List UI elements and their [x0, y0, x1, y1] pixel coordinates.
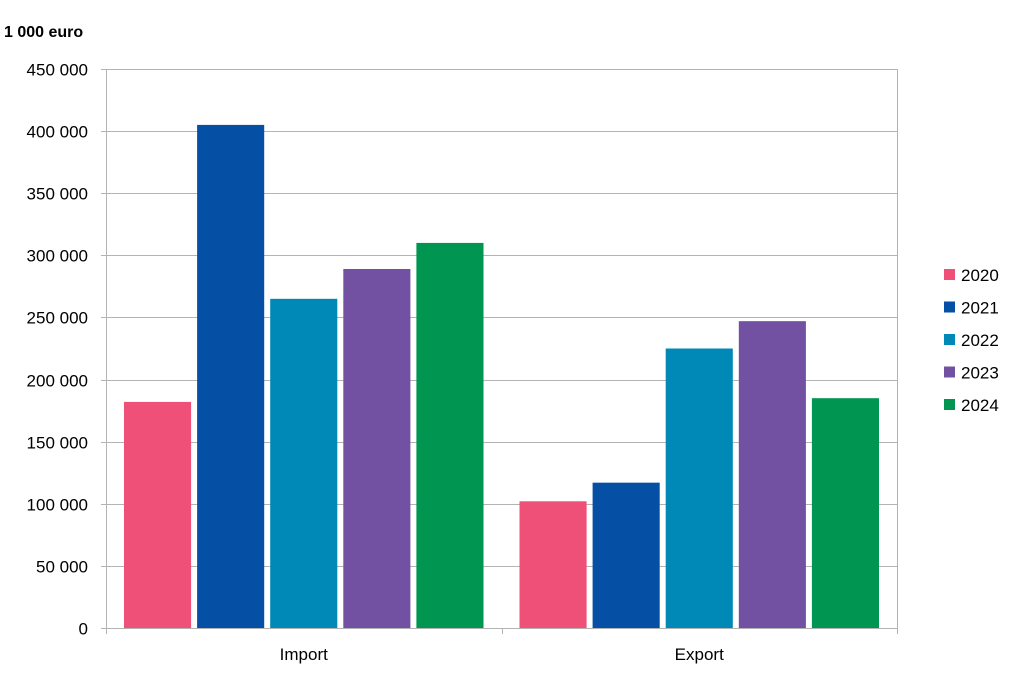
legend-item-2024: 2024 — [944, 396, 999, 415]
bar-import-2023 — [343, 268, 411, 628]
bar-import-2020 — [124, 401, 192, 628]
legend: 2020 2021 2022 2023 2024 — [944, 266, 999, 415]
bar-import-2024 — [416, 242, 484, 628]
legend-swatch — [944, 301, 955, 313]
y-tick-label: 200 000 — [27, 372, 88, 391]
legend-swatch — [944, 334, 955, 345]
legend-label: 2021 — [961, 299, 999, 318]
x-category-label: Import — [280, 645, 328, 664]
bar-export-2021 — [592, 482, 660, 628]
x-axis-categories: Import Export — [106, 628, 898, 664]
y-tick-label: 450 000 — [27, 61, 88, 80]
x-category-label: Export — [675, 645, 724, 664]
legend-item-2020: 2020 — [944, 266, 999, 285]
legend-label: 2023 — [961, 364, 999, 383]
legend-swatch — [944, 366, 955, 378]
bar-export-2020 — [519, 501, 587, 628]
y-tick-label: 150 000 — [27, 434, 88, 453]
bar-export-2023 — [738, 321, 806, 628]
bar-export-2024 — [811, 398, 879, 628]
y-tick-label: 350 000 — [27, 185, 88, 204]
y-tick-label: 300 000 — [27, 247, 88, 266]
legend-swatch — [944, 399, 955, 410]
axes — [106, 69, 898, 629]
legend-label: 2024 — [961, 396, 999, 415]
y-tick-label: 400 000 — [27, 123, 88, 142]
y-tick-label: 100 000 — [27, 496, 88, 515]
legend-item-2023: 2023 — [944, 364, 999, 383]
legend-label: 2022 — [961, 331, 999, 350]
bars — [124, 124, 879, 629]
y-tick-label: 50 000 — [36, 558, 88, 577]
bar-import-2021 — [197, 124, 265, 629]
legend-item-2022: 2022 — [944, 331, 999, 350]
legend-item-2021: 2021 — [944, 299, 999, 318]
bar-import-2022 — [270, 298, 338, 628]
y-tick-label: 0 — [79, 620, 88, 639]
legend-swatch — [944, 269, 955, 280]
y-unit-label: 1 000 euro — [4, 24, 83, 41]
y-tick-label: 250 000 — [27, 309, 88, 328]
bar-export-2022 — [665, 348, 733, 628]
y-axis-ticks: 0 50 000 100 000 150 000 200 000 250 000 300 0… — [27, 61, 106, 639]
legend-label: 2020 — [961, 266, 999, 285]
